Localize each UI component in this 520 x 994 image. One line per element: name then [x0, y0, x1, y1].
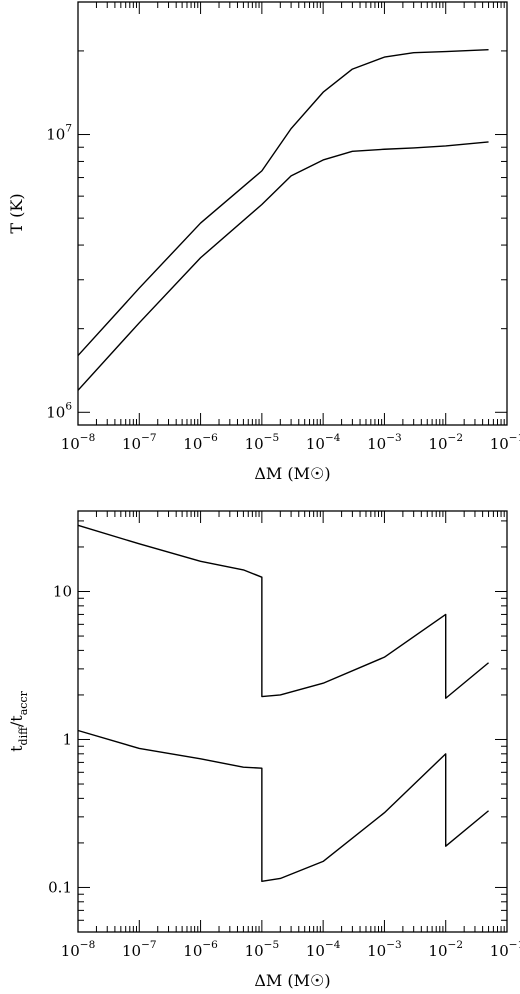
- x-axis-label: ΔM (M☉): [254, 971, 330, 990]
- x-tick-label-base: 10: [367, 435, 386, 453]
- series-line-2: [77, 141, 489, 391]
- x-tick-label-exponent: −8: [80, 939, 95, 951]
- y-axis-label: T (K): [7, 193, 26, 233]
- x-tick-label: 10−7: [122, 432, 157, 453]
- x-tick-label: 10−6: [183, 939, 218, 960]
- y-tick-label: 107: [46, 123, 72, 144]
- x-tick-label-exponent: −2: [448, 939, 463, 951]
- y-axis-label-separator: /t: [7, 715, 26, 727]
- x-tick-label: 10−2: [428, 432, 463, 453]
- plot-frame: [77, 1, 508, 426]
- x-tick-label-base: 10: [61, 942, 80, 960]
- y-tick-label: 10: [53, 583, 72, 601]
- x-tick-label-base: 10: [122, 435, 141, 453]
- y-tick-label-base: 10: [46, 403, 65, 421]
- x-tick-label-exponent: −4: [325, 432, 341, 444]
- x-tick-label-base: 10: [183, 435, 202, 453]
- x-tick-label-base: 10: [490, 435, 509, 453]
- x-tick-label-exponent: −7: [141, 939, 156, 951]
- x-tick-label: 10−1: [490, 432, 520, 453]
- x-tick-label: 10−4: [306, 432, 341, 453]
- y-axis-label-subscript: diff: [17, 726, 30, 746]
- y-axis-label: tdiff/taccr: [7, 690, 30, 752]
- x-tick-label: 10−1: [490, 939, 520, 960]
- x-tick-label-exponent: −3: [386, 432, 401, 444]
- x-tick-label: 10−7: [122, 939, 157, 960]
- y-axis-label-subscript: accr: [17, 690, 30, 715]
- x-tick-label: 10−3: [367, 939, 402, 960]
- x-tick-label-base: 10: [306, 435, 325, 453]
- timescale-ratio-panel: 10−810−710−610−510−410−310−210−11010.1ΔM…: [7, 510, 520, 990]
- x-tick-label-base: 10: [183, 942, 202, 960]
- y-tick-label: 1: [62, 730, 72, 748]
- x-tick-label-exponent: −6: [202, 432, 218, 444]
- temperature-panel: 10−810−710−610−510−410−310−210−1106107ΔM…: [7, 1, 520, 483]
- x-tick-label-exponent: −3: [386, 939, 401, 951]
- x-tick-label: 10−4: [306, 939, 341, 960]
- y-axis-label-base: t: [7, 745, 26, 752]
- x-tick-label-base: 10: [428, 942, 447, 960]
- x-tick-label-base: 10: [306, 942, 325, 960]
- x-tick-label: 10−3: [367, 432, 402, 453]
- x-tick-label: 10−5: [245, 432, 280, 453]
- x-tick-label-exponent: −1: [509, 432, 520, 444]
- x-tick-label-exponent: −8: [80, 432, 95, 444]
- x-tick-label-base: 10: [245, 435, 264, 453]
- y-tick-label: 0.1: [48, 878, 72, 896]
- y-tick-label-exponent: 6: [65, 400, 72, 412]
- y-tick-label-exponent: 7: [65, 123, 72, 135]
- y-tick-label: 106: [46, 400, 72, 421]
- x-tick-label: 10−8: [61, 432, 96, 453]
- x-tick-label-base: 10: [61, 435, 80, 453]
- x-tick-label-exponent: −7: [141, 432, 156, 444]
- x-tick-label: 10−2: [428, 939, 463, 960]
- x-tick-label-base: 10: [428, 435, 447, 453]
- series-line-1: [77, 49, 489, 357]
- x-tick-label-exponent: −2: [448, 432, 463, 444]
- x-tick-label-exponent: −4: [325, 939, 341, 951]
- x-tick-label: 10−8: [61, 939, 96, 960]
- x-tick-label-exponent: −5: [264, 939, 279, 951]
- x-tick-label-base: 10: [122, 942, 141, 960]
- series-line-1: [77, 524, 489, 699]
- x-tick-label-exponent: −1: [509, 939, 520, 951]
- x-tick-label-exponent: −5: [264, 432, 279, 444]
- plot-frame: [77, 510, 508, 933]
- series-line-2: [77, 729, 489, 883]
- x-axis-label: ΔM (M☉): [254, 464, 330, 483]
- x-tick-label: 10−6: [183, 432, 218, 453]
- x-tick-label-base: 10: [245, 942, 264, 960]
- x-tick-label-base: 10: [367, 942, 386, 960]
- x-tick-label-exponent: −6: [202, 939, 218, 951]
- x-tick-label: 10−5: [245, 939, 280, 960]
- x-tick-label-base: 10: [490, 942, 509, 960]
- y-tick-label-base: 10: [46, 126, 65, 144]
